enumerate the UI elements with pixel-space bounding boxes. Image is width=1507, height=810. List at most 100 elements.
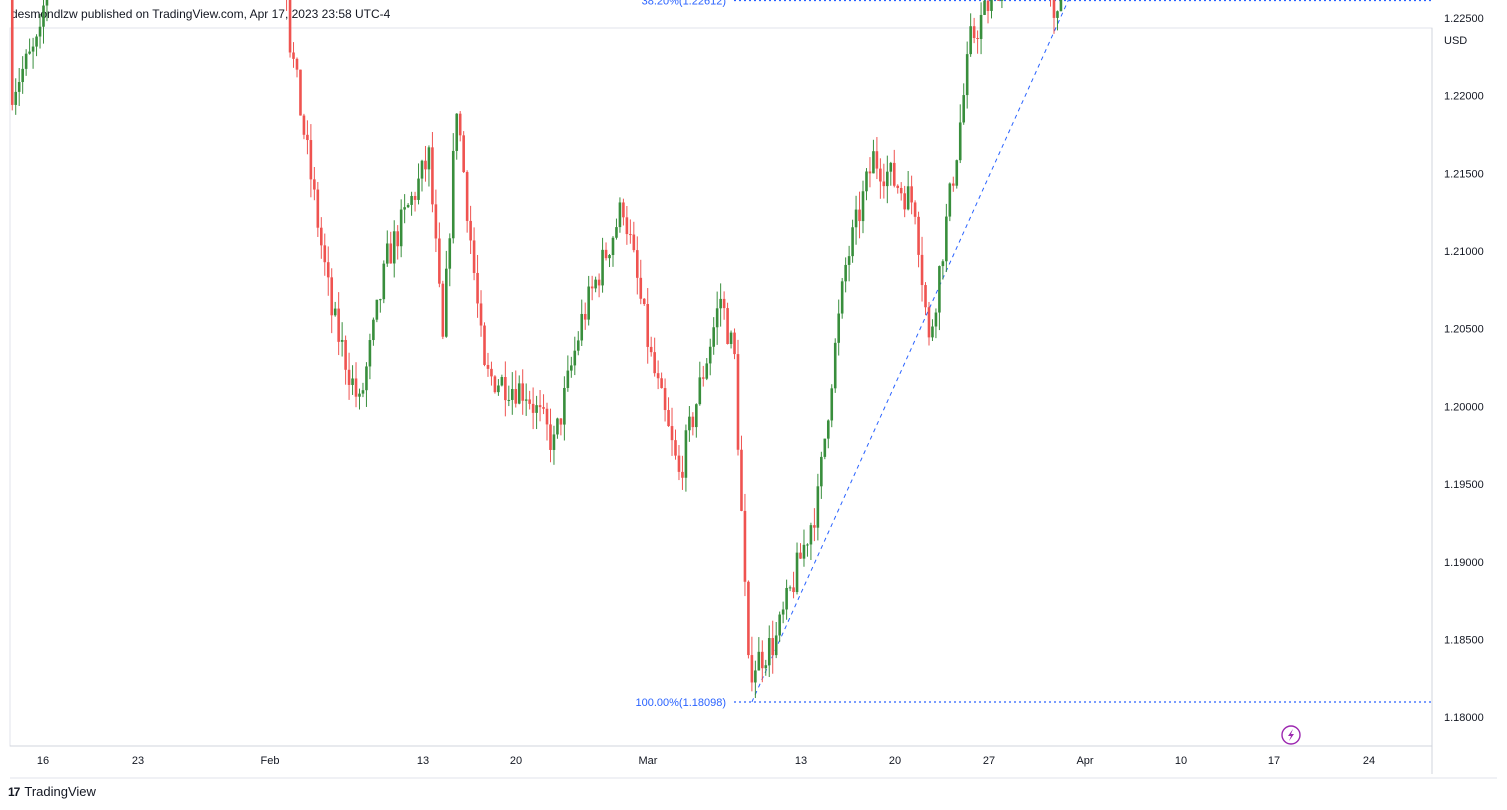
candle-body bbox=[486, 364, 490, 369]
candle-body bbox=[830, 388, 834, 421]
candle-body bbox=[465, 172, 469, 221]
currency-label: USD bbox=[1444, 35, 1467, 47]
candle-body bbox=[948, 183, 952, 217]
candle-body bbox=[997, 0, 1000, 1]
candle-body bbox=[545, 408, 549, 425]
candle-body bbox=[868, 171, 872, 174]
y-tick-label: 1.21000 bbox=[1444, 246, 1484, 258]
candle-body bbox=[462, 135, 465, 173]
candle-body bbox=[823, 438, 827, 457]
lightning-icon[interactable] bbox=[1281, 725, 1301, 745]
candle-body bbox=[365, 366, 368, 391]
candle-body bbox=[833, 342, 837, 389]
candle-body bbox=[448, 238, 452, 269]
y-tick-label: 1.22000 bbox=[1444, 91, 1484, 103]
candle-body bbox=[965, 54, 969, 96]
candle-body bbox=[601, 249, 604, 286]
candle-body bbox=[559, 418, 563, 425]
candle-body bbox=[677, 455, 681, 472]
candle-body bbox=[618, 202, 622, 228]
candle-body bbox=[927, 307, 931, 338]
candle-body bbox=[531, 403, 535, 413]
candle-body bbox=[622, 202, 625, 218]
candle-body bbox=[986, 0, 990, 11]
y-tick-label: 1.20500 bbox=[1444, 324, 1484, 336]
candle-body bbox=[510, 389, 514, 400]
candle-body bbox=[820, 456, 823, 487]
candle-body bbox=[389, 243, 393, 264]
candle-body bbox=[344, 339, 347, 370]
candle-body bbox=[351, 378, 354, 385]
candle-body bbox=[632, 234, 636, 251]
candle-body bbox=[660, 378, 663, 389]
candle-body bbox=[10, 0, 14, 105]
candle-body bbox=[306, 134, 309, 141]
candle-body bbox=[497, 385, 500, 393]
candle-body bbox=[330, 277, 334, 316]
candle-body bbox=[688, 416, 691, 431]
candle-body bbox=[757, 651, 761, 671]
candle-body bbox=[691, 416, 695, 428]
candle-body bbox=[816, 486, 820, 528]
candle-body bbox=[347, 369, 351, 385]
y-tick-label: 1.22500 bbox=[1444, 13, 1484, 25]
candle-body bbox=[743, 510, 747, 582]
candle-body bbox=[368, 340, 372, 367]
candle-body bbox=[684, 430, 688, 478]
candle-body bbox=[538, 405, 542, 408]
candle-body bbox=[649, 346, 653, 353]
candle-body bbox=[972, 26, 976, 39]
candle-body bbox=[288, 0, 292, 53]
candle-body bbox=[372, 319, 375, 341]
candle-body bbox=[507, 399, 511, 401]
candle-body bbox=[802, 544, 806, 559]
candle-body bbox=[708, 346, 712, 364]
y-tick-label: 1.19500 bbox=[1444, 479, 1484, 491]
candle-body bbox=[1059, 0, 1063, 12]
candle-body bbox=[920, 254, 924, 286]
x-tick-label: Mar bbox=[639, 755, 658, 767]
candle-body bbox=[524, 399, 528, 401]
fib-level-label: 100.00%(1.18098) bbox=[635, 697, 726, 709]
candle-body bbox=[337, 308, 340, 342]
candle-body bbox=[493, 376, 497, 393]
candle-body bbox=[879, 168, 882, 182]
candle-body bbox=[406, 204, 410, 208]
candle-body bbox=[695, 404, 698, 428]
fibonacci-levels: 0.00%(1.25403)38.20%(1.22612)100.00%(1.1… bbox=[635, 0, 1432, 709]
candle-body bbox=[969, 26, 972, 55]
brand-name: TradingView bbox=[24, 784, 96, 799]
candle-body bbox=[316, 189, 320, 228]
candle-body bbox=[431, 147, 434, 205]
candle-body bbox=[799, 552, 802, 559]
candle-body bbox=[934, 312, 938, 327]
candle-body bbox=[913, 202, 917, 217]
candle-body bbox=[570, 365, 573, 371]
candle-body bbox=[837, 313, 841, 343]
x-tick-label: 27 bbox=[983, 755, 995, 767]
candle-body bbox=[302, 115, 306, 135]
candle-body bbox=[455, 113, 459, 151]
candle-body bbox=[656, 373, 660, 379]
candle-body bbox=[483, 325, 486, 365]
candle-body bbox=[924, 285, 927, 308]
candle-body bbox=[792, 587, 795, 593]
candle-body bbox=[413, 195, 417, 200]
candle-body bbox=[424, 160, 427, 170]
x-tick-label: 10 bbox=[1175, 755, 1187, 767]
candle-body bbox=[594, 279, 597, 289]
candle-body bbox=[712, 327, 715, 347]
candle-body bbox=[729, 332, 733, 344]
candle-body bbox=[323, 245, 327, 263]
candle-body bbox=[354, 378, 358, 397]
candle-body bbox=[733, 332, 736, 355]
candles bbox=[10, 0, 1063, 699]
publisher-line: desmondlzw published on TradingView.com,… bbox=[11, 7, 391, 21]
candle-body bbox=[674, 440, 677, 456]
candle-body bbox=[747, 581, 750, 656]
candle-body bbox=[528, 399, 531, 404]
candle-body bbox=[1052, 0, 1056, 18]
candle-body bbox=[576, 340, 580, 351]
candle-body bbox=[781, 609, 785, 615]
